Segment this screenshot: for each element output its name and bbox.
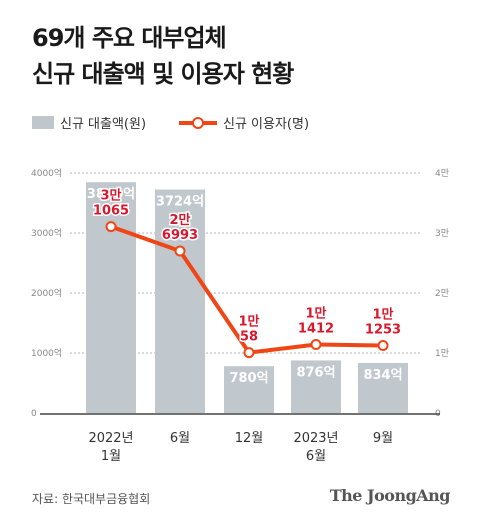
bar-value-label: 780억 bbox=[229, 371, 268, 386]
line-value-label: 1만 58 bbox=[238, 314, 259, 345]
line-value-label: 2만 6993 bbox=[162, 212, 198, 243]
y-right-tick-label: 4만 bbox=[435, 168, 449, 179]
x-tick-label: 2023년 6월 bbox=[293, 431, 338, 464]
legend-bar-swatch bbox=[32, 116, 54, 129]
brand-logo: The JoongAng bbox=[329, 486, 451, 505]
line-point bbox=[377, 339, 389, 351]
title-line-2: 신규 대출액 및 이용자 현황 bbox=[32, 60, 294, 88]
y-left-tick-label: 0 bbox=[31, 409, 37, 419]
y-right-tick-label: 2만 bbox=[435, 288, 449, 299]
bar-value-label: 876억 bbox=[296, 365, 335, 380]
bar-value-label: 834억 bbox=[363, 368, 402, 383]
y-right-tick-label: 1만 bbox=[435, 348, 449, 359]
line-point bbox=[243, 347, 255, 359]
line-point bbox=[310, 339, 322, 351]
bar bbox=[86, 182, 136, 413]
line-value-label: 1만 1253 bbox=[365, 306, 401, 337]
line-point bbox=[174, 245, 186, 257]
y-left-tick-label: 3000억 bbox=[31, 227, 62, 239]
legend-line-label: 신규 이용자(명) bbox=[223, 117, 310, 132]
line-value-label: 3만 1065 bbox=[93, 188, 129, 219]
x-tick-label: 2022년 1월 bbox=[88, 431, 133, 464]
x-tick-label: 12월 bbox=[235, 431, 264, 446]
line-value-label: 1만 1412 bbox=[298, 306, 334, 337]
bar-value-label: 3846억 bbox=[87, 187, 135, 202]
y-left-tick-label: 1000억 bbox=[31, 347, 62, 359]
y-left-tick-label: 4000억 bbox=[31, 167, 62, 179]
legend-bar-label: 신규 대출액(원) bbox=[60, 117, 147, 132]
x-tick-label: 6월 bbox=[170, 431, 190, 446]
bar bbox=[291, 360, 341, 413]
chart-title: 69개 주요 대부업체 신규 대출액 및 이용자 현황 bbox=[32, 20, 294, 92]
legend-item-line: 신규 이용자(명) bbox=[179, 113, 309, 132]
legend-line-swatch bbox=[179, 116, 217, 129]
x-tick-label: 9월 bbox=[373, 431, 393, 446]
bar bbox=[358, 362, 408, 413]
bar-value-label: 3724억 bbox=[156, 195, 204, 210]
y-right-tick-label: 3만 bbox=[435, 228, 449, 239]
legend-item-bar: 신규 대출액(원) bbox=[32, 113, 146, 132]
y-left-tick-label: 2000억 bbox=[31, 287, 62, 299]
source-note: 자료: 한국대부금융협회 bbox=[32, 492, 151, 506]
title-line-1: 69개 주요 대부업체 bbox=[32, 24, 227, 52]
bar bbox=[155, 189, 205, 413]
bar bbox=[224, 366, 274, 413]
line-point bbox=[105, 221, 117, 233]
